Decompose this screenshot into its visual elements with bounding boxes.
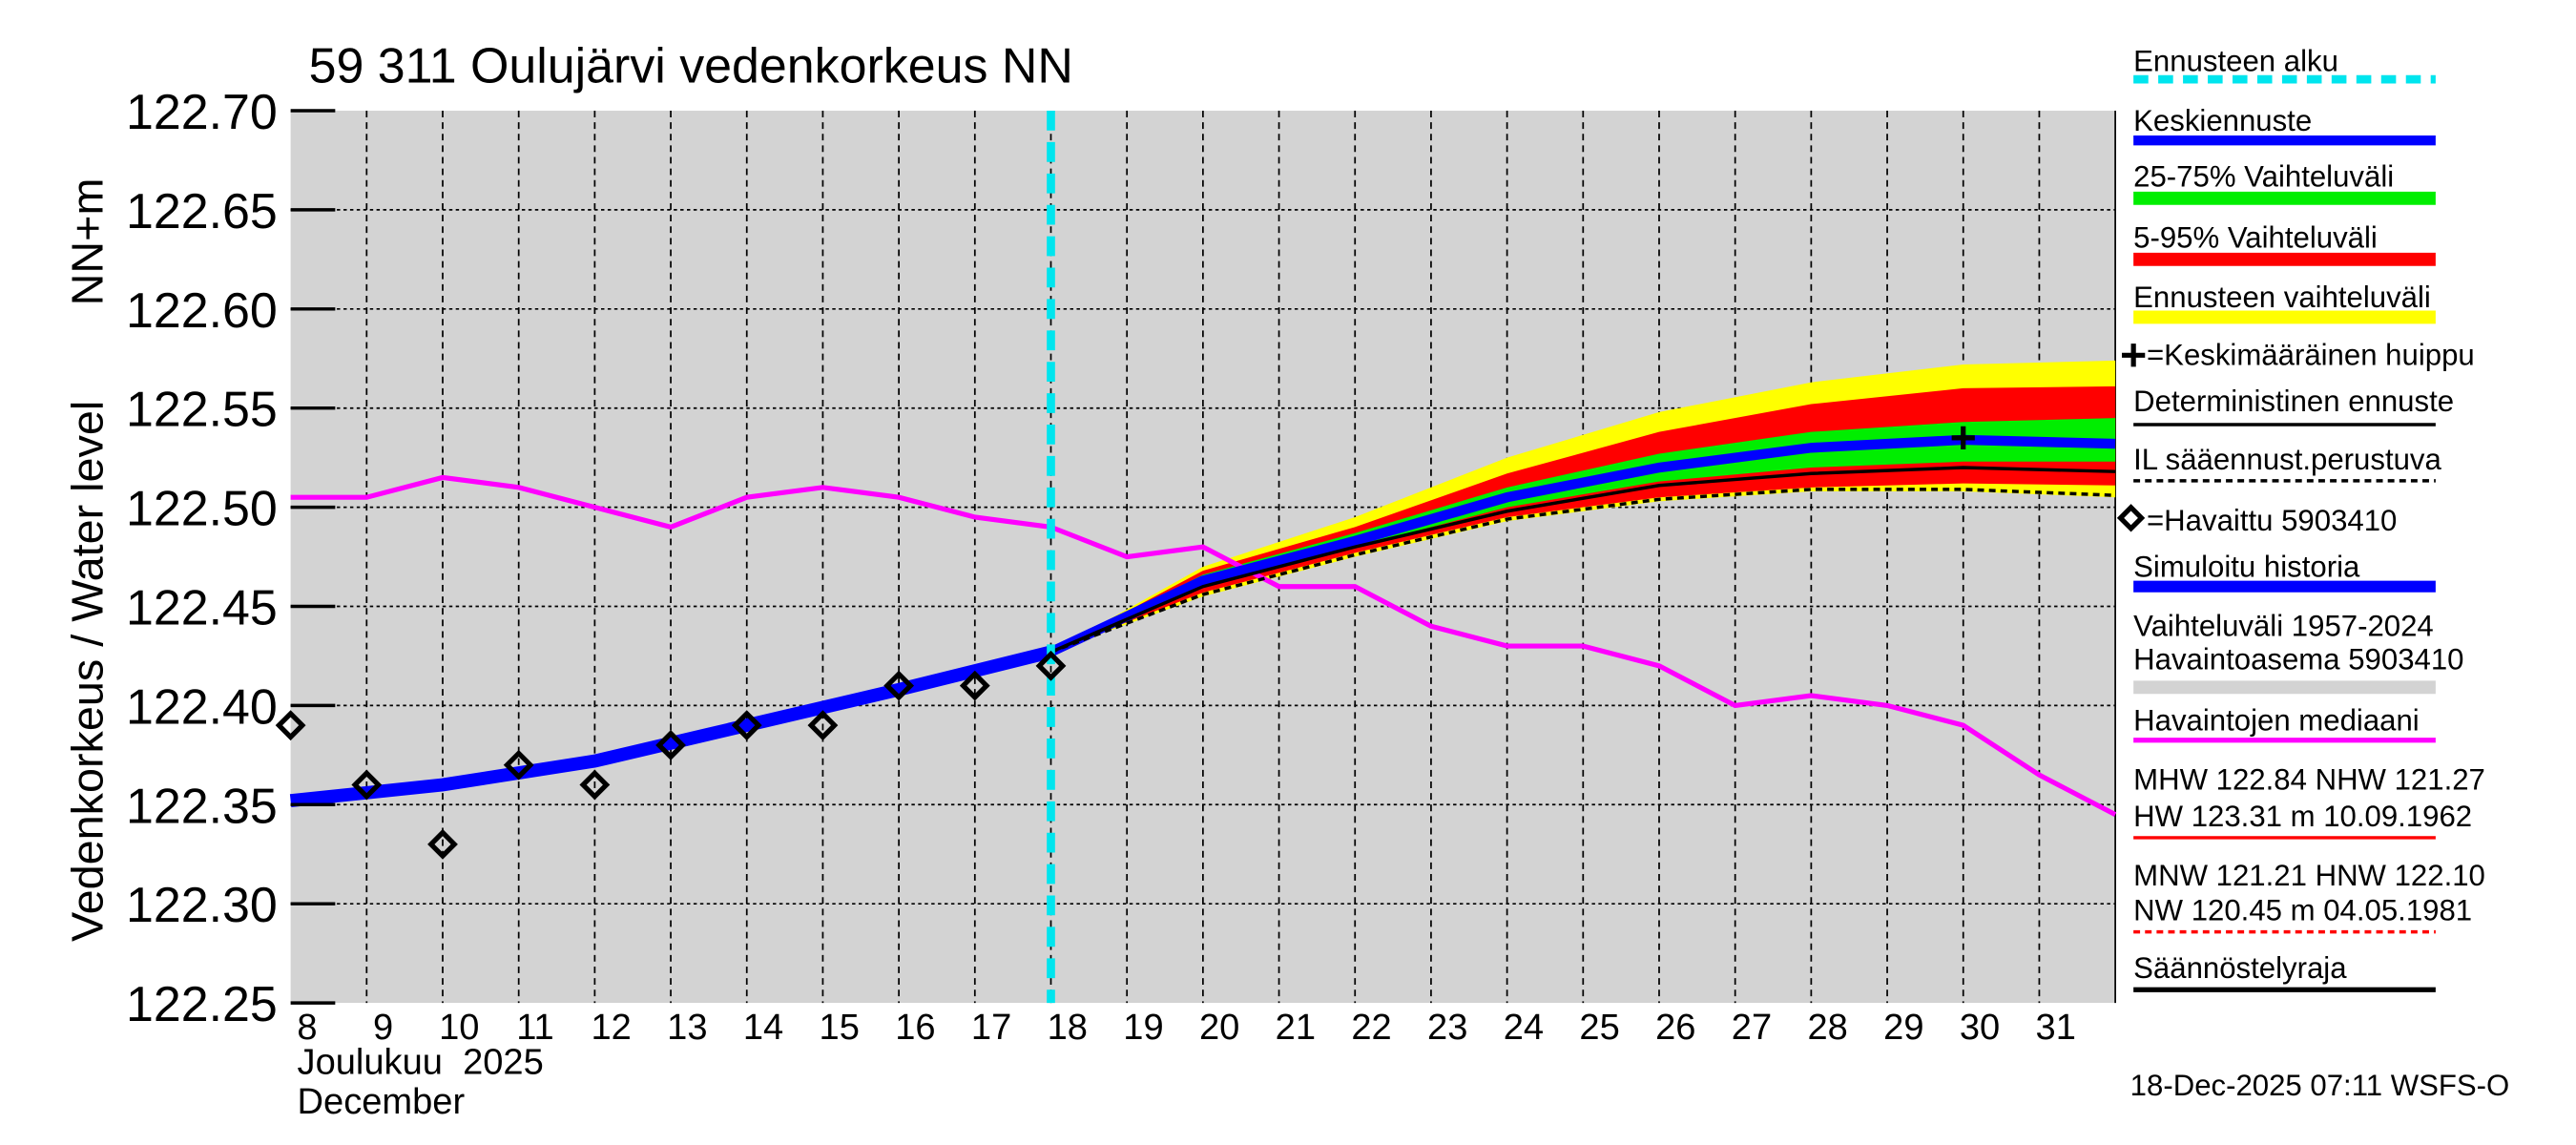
deterministic-line bbox=[1049, 466, 2116, 654]
x-tick-label: 10 bbox=[439, 1008, 479, 1048]
y-tick-label: 122.70 bbox=[126, 85, 278, 140]
observed-point bbox=[351, 769, 383, 801]
observed-point bbox=[731, 710, 762, 741]
y-tick-label: 122.40 bbox=[126, 679, 278, 735]
x-tick-label: 12 bbox=[591, 1008, 631, 1048]
x-tick-label: 29 bbox=[1883, 1008, 1923, 1048]
y-tick-label: 122.35 bbox=[126, 779, 278, 834]
y-axis-label: Vedenkorkeus / Water level bbox=[62, 401, 112, 942]
legend-observed: =Havaittu 5903410 bbox=[2147, 504, 2397, 537]
plus-icon bbox=[2122, 344, 2146, 367]
y-tick-label: 122.55 bbox=[126, 383, 278, 438]
x-tick-label: 31 bbox=[2036, 1008, 2076, 1048]
legend: Ennusteen alku Keskiennuste 25-75% Vaiht… bbox=[2116, 44, 2485, 992]
x-tick-label: 28 bbox=[1807, 1008, 1847, 1048]
mean-forecast-line bbox=[1049, 434, 2116, 656]
y-tick-label: 122.50 bbox=[126, 482, 278, 537]
x-tick-label: 21 bbox=[1276, 1008, 1316, 1048]
median-line bbox=[290, 474, 2117, 817]
x-tick-label: 25 bbox=[1579, 1008, 1619, 1048]
x-tick-label: 24 bbox=[1504, 1008, 1544, 1048]
y-tick-label: 122.30 bbox=[126, 878, 278, 933]
legend-mhw-1: MHW 122.84 NHW 121.27 bbox=[2133, 763, 2485, 797]
x-tick-label: 23 bbox=[1427, 1008, 1467, 1048]
simulated-history-line bbox=[289, 645, 1053, 808]
legend-mhw-2: HW 123.31 m 10.09.1962 bbox=[2133, 800, 2472, 833]
legend-variation-1: Vaihteluväli 1957-2024 bbox=[2133, 610, 2434, 643]
x-axis-ticks: 8 9 10 11 12 13 14 15 16 17 18 19 20 21 22 23 24 25 26 27 28… bbox=[297, 1008, 2076, 1048]
y-tick-label: 122.45 bbox=[126, 581, 278, 636]
x-tick-label: 20 bbox=[1199, 1008, 1239, 1048]
chart-title: 59 311 Oulujärvi vedenkorkeus NN bbox=[309, 39, 1073, 94]
series-lines bbox=[275, 111, 2117, 1004]
legend-p25-75: 25-75% Vaihteluväli bbox=[2133, 160, 2394, 194]
x-tick-label: 8 bbox=[297, 1008, 317, 1048]
y-tick-label: 122.65 bbox=[126, 184, 278, 239]
legend-peak: =Keskimääräinen huippu bbox=[2147, 339, 2475, 372]
diamond-icon bbox=[2116, 504, 2146, 532]
grid bbox=[290, 111, 2116, 1004]
x-axis-month-en: December bbox=[298, 1082, 466, 1122]
observed-point bbox=[503, 749, 534, 781]
legend-deterministic: Deterministinen ennuste bbox=[2133, 385, 2454, 418]
x-tick-label: 26 bbox=[1655, 1008, 1695, 1048]
x-tick-label: 27 bbox=[1732, 1008, 1772, 1048]
legend-forecast-start: Ennusteen alku bbox=[2133, 44, 2338, 77]
x-tick-label: 19 bbox=[1123, 1008, 1163, 1048]
observed-point bbox=[807, 710, 839, 741]
x-tick-label: 11 bbox=[516, 1008, 554, 1048]
observed-point bbox=[427, 828, 458, 860]
x-tick-label: 18 bbox=[1048, 1008, 1088, 1048]
y-axis-unit: NN+m bbox=[62, 178, 112, 306]
legend-mnw-2: NW 120.45 m 04.05.1981 bbox=[2133, 893, 2472, 926]
footer-timestamp: 18-Dec-2025 07:11 WSFS-O bbox=[2130, 1069, 2510, 1102]
y-tick-label: 122.60 bbox=[126, 283, 278, 339]
observed-point bbox=[655, 730, 686, 760]
il-forecast-line bbox=[1049, 488, 2116, 654]
y-axis-ticks: 122.25 122.30 122.35 122.40 122.45 122.50 122.… bbox=[126, 85, 336, 1032]
observed-point bbox=[959, 670, 990, 701]
observed-point bbox=[1035, 650, 1067, 681]
x-tick-label: 13 bbox=[667, 1008, 707, 1048]
x-tick-label: 17 bbox=[971, 1008, 1011, 1048]
x-tick-label: 9 bbox=[373, 1008, 393, 1048]
x-tick-label: 15 bbox=[820, 1008, 860, 1048]
mean-peak-marker bbox=[1951, 426, 1975, 449]
observed-point bbox=[883, 670, 915, 701]
x-tick-label: 14 bbox=[743, 1008, 783, 1048]
legend-il: IL sääennust.perustuva bbox=[2133, 443, 2441, 476]
legend-simulated: Simuloitu historia bbox=[2133, 550, 2360, 583]
x-tick-label: 22 bbox=[1351, 1008, 1391, 1048]
legend-regulation: Säännöstelyraja bbox=[2133, 951, 2347, 985]
legend-mnw-1: MNW 121.21 HNW 122.10 bbox=[2133, 859, 2485, 892]
legend-p5-95: 5-95% Vaihteluväli bbox=[2133, 221, 2378, 255]
x-tick-label: 16 bbox=[895, 1008, 935, 1048]
x-axis-month-fi: Joulukuu 2025 bbox=[298, 1043, 544, 1083]
x-tick-label: 30 bbox=[1960, 1008, 2000, 1048]
y-tick-label: 122.25 bbox=[126, 977, 278, 1032]
legend-variation-2: Havaintoasema 5903410 bbox=[2133, 642, 2463, 676]
legend-range: Ennusteen vaihteluväli bbox=[2133, 281, 2431, 314]
observed-point bbox=[275, 710, 306, 741]
legend-mean: Keskiennuste bbox=[2133, 104, 2312, 137]
observed-point bbox=[579, 769, 611, 801]
legend-median: Havaintojen mediaani bbox=[2133, 703, 2420, 737]
